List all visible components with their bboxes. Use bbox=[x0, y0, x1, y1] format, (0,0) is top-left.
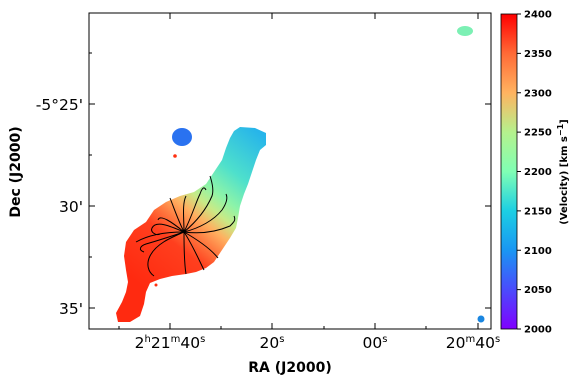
colorbar-tick-label-3: 2150 bbox=[524, 206, 552, 217]
contour-7 bbox=[183, 195, 187, 233]
x-tick-label-1: 2h21m40s bbox=[135, 334, 206, 352]
colorbar-tick-label-5: 2250 bbox=[524, 128, 552, 139]
x-tick-label-4: 20m40s bbox=[446, 334, 500, 352]
blue-blob bbox=[172, 128, 192, 146]
colorbar-ticks: 2000 2050 2100 2150 2200 2250 2300 2350 2400 bbox=[517, 10, 552, 336]
colorbar-tick-label-4: 2200 bbox=[524, 167, 552, 178]
colorbar-gradient bbox=[500, 13, 518, 330]
axis-ticks bbox=[89, 13, 491, 329]
contour-lines bbox=[135, 175, 236, 277]
y-axis-title: Dec (J2000) bbox=[8, 126, 24, 217]
contour-13 bbox=[183, 231, 205, 271]
x-tick-label-3: 00s bbox=[363, 334, 388, 352]
red-speck-2 bbox=[154, 283, 158, 287]
blue-dot bbox=[477, 315, 485, 323]
x-tick-label-2: 20s bbox=[260, 334, 285, 352]
colorbar-tick-label-0: 2000 bbox=[524, 325, 552, 336]
colorbar-tick-label-1: 2050 bbox=[524, 285, 552, 296]
contour-9 bbox=[183, 175, 214, 233]
velocity-field bbox=[116, 26, 485, 323]
red-speck-1 bbox=[173, 154, 177, 158]
green-blob bbox=[457, 26, 473, 36]
contour-1 bbox=[147, 231, 185, 277]
colorbar: 2000 2050 2100 2150 2200 2250 2300 2350 2400 (Ve… bbox=[500, 10, 570, 336]
y-tick-label-3: 35' bbox=[59, 300, 83, 318]
contour-12 bbox=[183, 231, 219, 259]
contour-8 bbox=[183, 187, 207, 233]
contour-10 bbox=[183, 193, 228, 233]
y-tick-labels: -5°25' 30' 35' bbox=[36, 96, 83, 318]
y-tick-label-2: 30' bbox=[59, 198, 83, 216]
y-tick-label-1: -5°25' bbox=[36, 96, 83, 114]
contour-11 bbox=[183, 215, 236, 234]
galaxy-body bbox=[116, 127, 266, 322]
contour-6 bbox=[169, 197, 185, 233]
contour-14 bbox=[183, 231, 187, 275]
colorbar-tick-label-7: 2350 bbox=[524, 49, 552, 60]
colorbar-label: (Velocity) [km s−1] bbox=[556, 119, 570, 224]
colorbar-tick-label-8: 2400 bbox=[524, 10, 552, 21]
colorbar-tick-label-6: 2300 bbox=[524, 88, 552, 99]
contour-5 bbox=[157, 217, 185, 233]
contour-2 bbox=[139, 231, 185, 253]
x-tick-labels: 2h21m40s 20s 00s 20m40s bbox=[135, 334, 501, 352]
contour-4 bbox=[151, 223, 185, 235]
x-axis-title: RA (J2000) bbox=[248, 360, 331, 375]
colorbar-tick-label-2: 2100 bbox=[524, 246, 552, 257]
